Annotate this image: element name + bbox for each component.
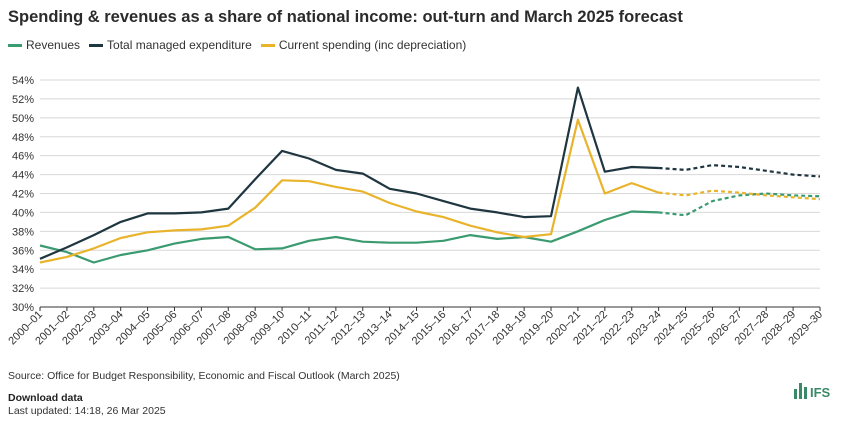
y-tick-label: 38% xyxy=(12,226,34,238)
line-chart: 30%32%34%36%38%40%42%44%46%48%50%52%54%2… xyxy=(6,75,825,347)
y-tick-label: 46% xyxy=(12,151,34,163)
series-forecast-line-tme xyxy=(658,164,821,178)
y-tick-label: 42% xyxy=(12,189,34,201)
y-tick-label: 30% xyxy=(12,302,34,314)
legend-label-revenues: Revenues xyxy=(26,38,81,52)
y-tick-label: 54% xyxy=(12,75,34,87)
series-forecast-line-revenues xyxy=(658,192,821,217)
last-updated: Last updated: 14:18, 26 Mar 2025 xyxy=(8,405,166,417)
y-tick-label: 52% xyxy=(12,94,34,106)
legend-label-current: Current spending (inc depreciation) xyxy=(278,38,467,52)
y-tick-label: 44% xyxy=(12,170,34,182)
y-tick-label: 48% xyxy=(12,132,34,144)
legend-item-tme[interactable]: Total managed expenditure xyxy=(89,38,252,52)
y-tick-label: 40% xyxy=(12,207,34,219)
legend-swatch-current xyxy=(260,43,275,47)
series-line-current xyxy=(39,118,659,264)
legend-item-current[interactable]: Current spending (inc depreciation) xyxy=(260,38,467,52)
y-tick-label: 50% xyxy=(12,113,34,125)
logo-text: IFS xyxy=(810,385,831,400)
bar-chart-icon xyxy=(794,383,807,399)
legend-swatch-tme xyxy=(89,43,104,47)
series-line-revenues xyxy=(39,210,659,264)
series-forecast-line-current xyxy=(658,189,821,201)
y-tick-label: 34% xyxy=(12,264,34,276)
legend-item-revenues[interactable]: Revenues xyxy=(8,38,80,52)
y-tick-label: 32% xyxy=(12,283,34,295)
legend-label-tme: Total managed expenditure xyxy=(107,38,252,52)
series-line-tme xyxy=(39,86,659,260)
source-note: Source: Office for Budget Responsibility… xyxy=(8,370,400,382)
chart-title: Spending & revenues as a share of nation… xyxy=(8,8,683,26)
y-tick-label: 36% xyxy=(12,245,34,257)
download-data-link[interactable]: Download data xyxy=(8,392,83,404)
chart-legend: Revenues Total managed expenditure Curre… xyxy=(8,38,475,52)
ifs-logo: IFS xyxy=(794,381,830,399)
legend-swatch-revenues xyxy=(8,43,22,47)
